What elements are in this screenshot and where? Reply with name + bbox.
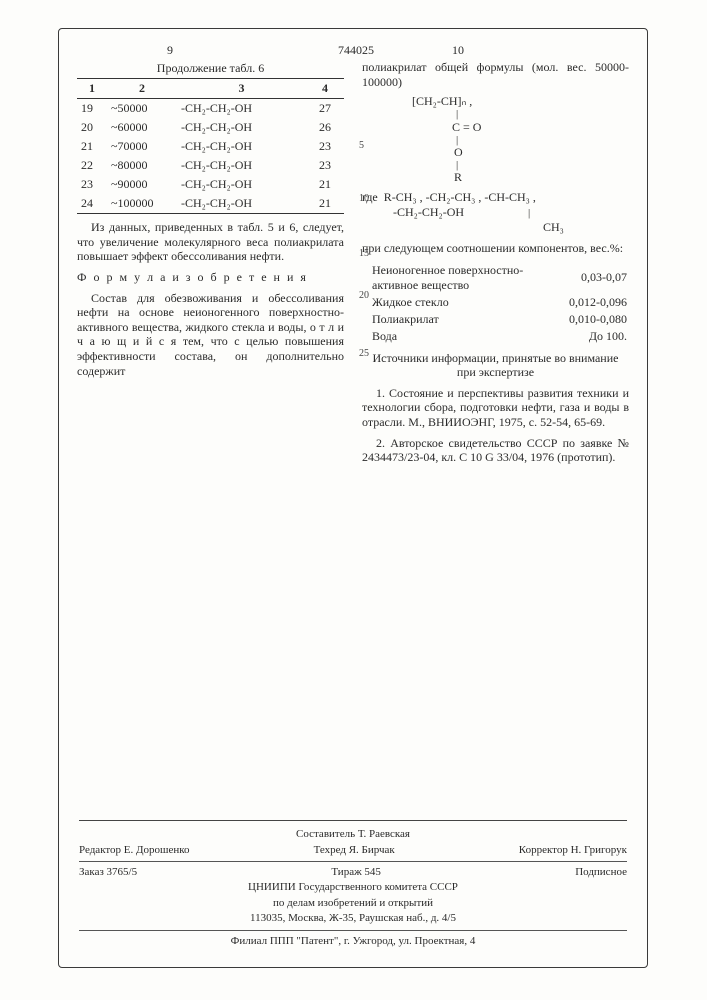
th-2: 2 <box>107 79 177 99</box>
th-3: 3 <box>177 79 306 99</box>
table-body: 19~50000-CH₂-CH₂-OH2720~60000-CH₂-CH₂-OH… <box>77 99 344 214</box>
cell-c1: 21 <box>77 137 107 156</box>
line-number: 20 <box>359 290 369 301</box>
where-body-2: -CH₂-CH₂-OH <box>393 205 464 219</box>
th-1: 1 <box>77 79 107 99</box>
cell-c3: -CH₂-CH₂-OH <box>177 175 306 194</box>
ratio-body: Неионогенное поверхностно-активное вещес… <box>362 262 629 345</box>
footer-org2: по делам изобретений и открытий <box>79 896 627 911</box>
cell-c3: -CH₂-CH₂-OH <box>177 118 306 137</box>
ratio-val: 0,03-0,07 <box>567 262 629 294</box>
right-page-num: 10 <box>452 43 464 58</box>
ratio-val: 0,010-0,080 <box>567 311 629 328</box>
footer-corrector: Корректор Н. Григорук <box>519 843 627 858</box>
two-columns: 9 744025 Продолжение табл. 6 1 2 3 4 19~… <box>77 43 629 471</box>
line-number: 10 <box>359 193 369 204</box>
where-body-2b: CH₃ <box>543 220 564 234</box>
table-row: 19~50000-CH₂-CH₂-OH27 <box>77 99 344 119</box>
left-column: 9 744025 Продолжение табл. 6 1 2 3 4 19~… <box>77 43 344 471</box>
cell-c2: ~50000 <box>107 99 177 119</box>
footer-editor: Редактор Е. Дорошенко <box>79 843 190 858</box>
footer-branch: Филиал ППП "Патент", г. Ужгород, ул. Про… <box>79 931 627 949</box>
cell-c2: ~80000 <box>107 156 177 175</box>
ratio-row: ВодаДо 100. <box>362 328 629 345</box>
right-column: 10 полиакрилат общей формулы (мол. вес. … <box>362 43 629 471</box>
table-row: 24~100000-CH₂-CH₂-OH21 <box>77 194 344 214</box>
footer-compiler: Составитель Т. Раевская <box>79 827 627 842</box>
formula-line-2: C = O <box>452 121 629 134</box>
patent-page: 5 10 15 20 25 9 744025 Продолжение табл. 6 1… <box>58 28 648 968</box>
cell-c4: 23 <box>306 156 344 175</box>
table-row: 23~90000-CH₂-CH₂-OH21 <box>77 175 344 194</box>
cell-c2: ~90000 <box>107 175 177 194</box>
cell-c4: 26 <box>306 118 344 137</box>
cell-c1: 22 <box>77 156 107 175</box>
footer-signed: Подписное <box>575 865 627 880</box>
line-number: 15 <box>359 248 369 259</box>
cell-c2: ~60000 <box>107 118 177 137</box>
footer-tech: Техред Я. Бирчак <box>314 843 395 858</box>
footer-order: Заказ 3765/5 <box>79 865 137 880</box>
line-number: 25 <box>359 348 369 359</box>
footer-credits: Редактор Е. Дорошенко Техред Я. Бирчак К… <box>79 843 627 858</box>
formula-heading: Ф о р м у л а и з о б р е т е н и я <box>77 270 344 285</box>
where-body-1: R-CH₃ , -CH₂-CH₃ , -CH-CH₃ , <box>384 190 536 204</box>
ratio-name: Полиакрилат <box>362 311 567 328</box>
formula-line-1: [CH₂-CH]ₙ , <box>412 95 629 108</box>
cell-c3: -CH₂-CH₂-OH <box>177 194 306 214</box>
cell-c3: -CH₂-CH₂-OH <box>177 137 306 156</box>
right-intro: полиакрилат общей формулы (мол. вес. 500… <box>362 60 629 89</box>
table-row: 22~80000-CH₂-CH₂-OH23 <box>77 156 344 175</box>
cell-c3: -CH₂-CH₂-OH <box>177 99 306 119</box>
source-1: 1. Состояние и перспективы развития техн… <box>362 386 629 430</box>
cell-c4: 21 <box>306 194 344 214</box>
cell-c1: 20 <box>77 118 107 137</box>
cell-c4: 23 <box>306 137 344 156</box>
ratio-val: До 100. <box>567 328 629 345</box>
ratio-name: Вода <box>362 328 567 345</box>
footer: Составитель Т. Раевская Редактор Е. Доро… <box>79 820 627 949</box>
ratio-row: Жидкое стекло0,012-0,096 <box>362 294 629 311</box>
chemical-formula: [CH₂-CH]ₙ , | C = O | O | R <box>412 95 629 184</box>
footer-tirazh: Тираж 545 <box>331 865 381 880</box>
data-table: 1 2 3 4 19~50000-CH₂-CH₂-OH2720~60000-CH… <box>77 78 344 214</box>
table-title: Продолжение табл. 6 <box>77 61 344 76</box>
ratio-row: Полиакрилат0,010-0,080 <box>362 311 629 328</box>
cell-c4: 27 <box>306 99 344 119</box>
right-header: 10 <box>362 43 629 58</box>
line-number: 5 <box>359 140 364 151</box>
source-2: 2. Авторское свидетельство СССР по заявк… <box>362 436 629 465</box>
table-row: 20~60000-CH₂-CH₂-OH26 <box>77 118 344 137</box>
ratio-val: 0,012-0,096 <box>567 294 629 311</box>
table-header-row: 1 2 3 4 <box>77 79 344 99</box>
formula-line-3: O <box>454 146 629 159</box>
footer-addr: 113035, Москва, Ж-35, Раушская наб., д. … <box>79 911 627 930</box>
para-1: Из данных, приведенных в табл. 5 и 6, сл… <box>77 220 344 264</box>
ratio-name: Жидкое стекло <box>362 294 567 311</box>
table-row: 21~70000-CH₂-CH₂-OH23 <box>77 137 344 156</box>
ratio-name: Неионогенное поверхностно-активное вещес… <box>362 262 567 294</box>
left-header: 9 744025 <box>77 43 344 58</box>
left-page-num: 9 <box>167 43 173 58</box>
cell-c2: ~100000 <box>107 194 177 214</box>
cell-c2: ~70000 <box>107 137 177 156</box>
sources-title: Источники информации, принятые во вниман… <box>362 351 629 380</box>
footer-order-row: Заказ 3765/5 Тираж 545 Подписное <box>79 861 627 880</box>
cell-c1: 24 <box>77 194 107 214</box>
ratio-table: Неионогенное поверхностно-активное вещес… <box>362 262 629 345</box>
where-clause: где R-CH₃ , -CH₂-CH₃ , -CH-CH₃ , -CH₂-CH… <box>362 190 629 235</box>
cell-c4: 21 <box>306 175 344 194</box>
cell-c1: 23 <box>77 175 107 194</box>
footer-org: ЦНИИПИ Государственного комитета СССР <box>79 880 627 895</box>
cell-c3: -CH₂-CH₂-OH <box>177 156 306 175</box>
para-2: Состав для обезвоживания и обессоливания… <box>77 291 344 379</box>
th-4: 4 <box>306 79 344 99</box>
ratio-row: Неионогенное поверхностно-активное вещес… <box>362 262 629 294</box>
cell-c1: 19 <box>77 99 107 119</box>
formula-line-4: R <box>454 171 629 184</box>
ratio-intro: при следующем соотношении компонентов, в… <box>362 241 629 256</box>
